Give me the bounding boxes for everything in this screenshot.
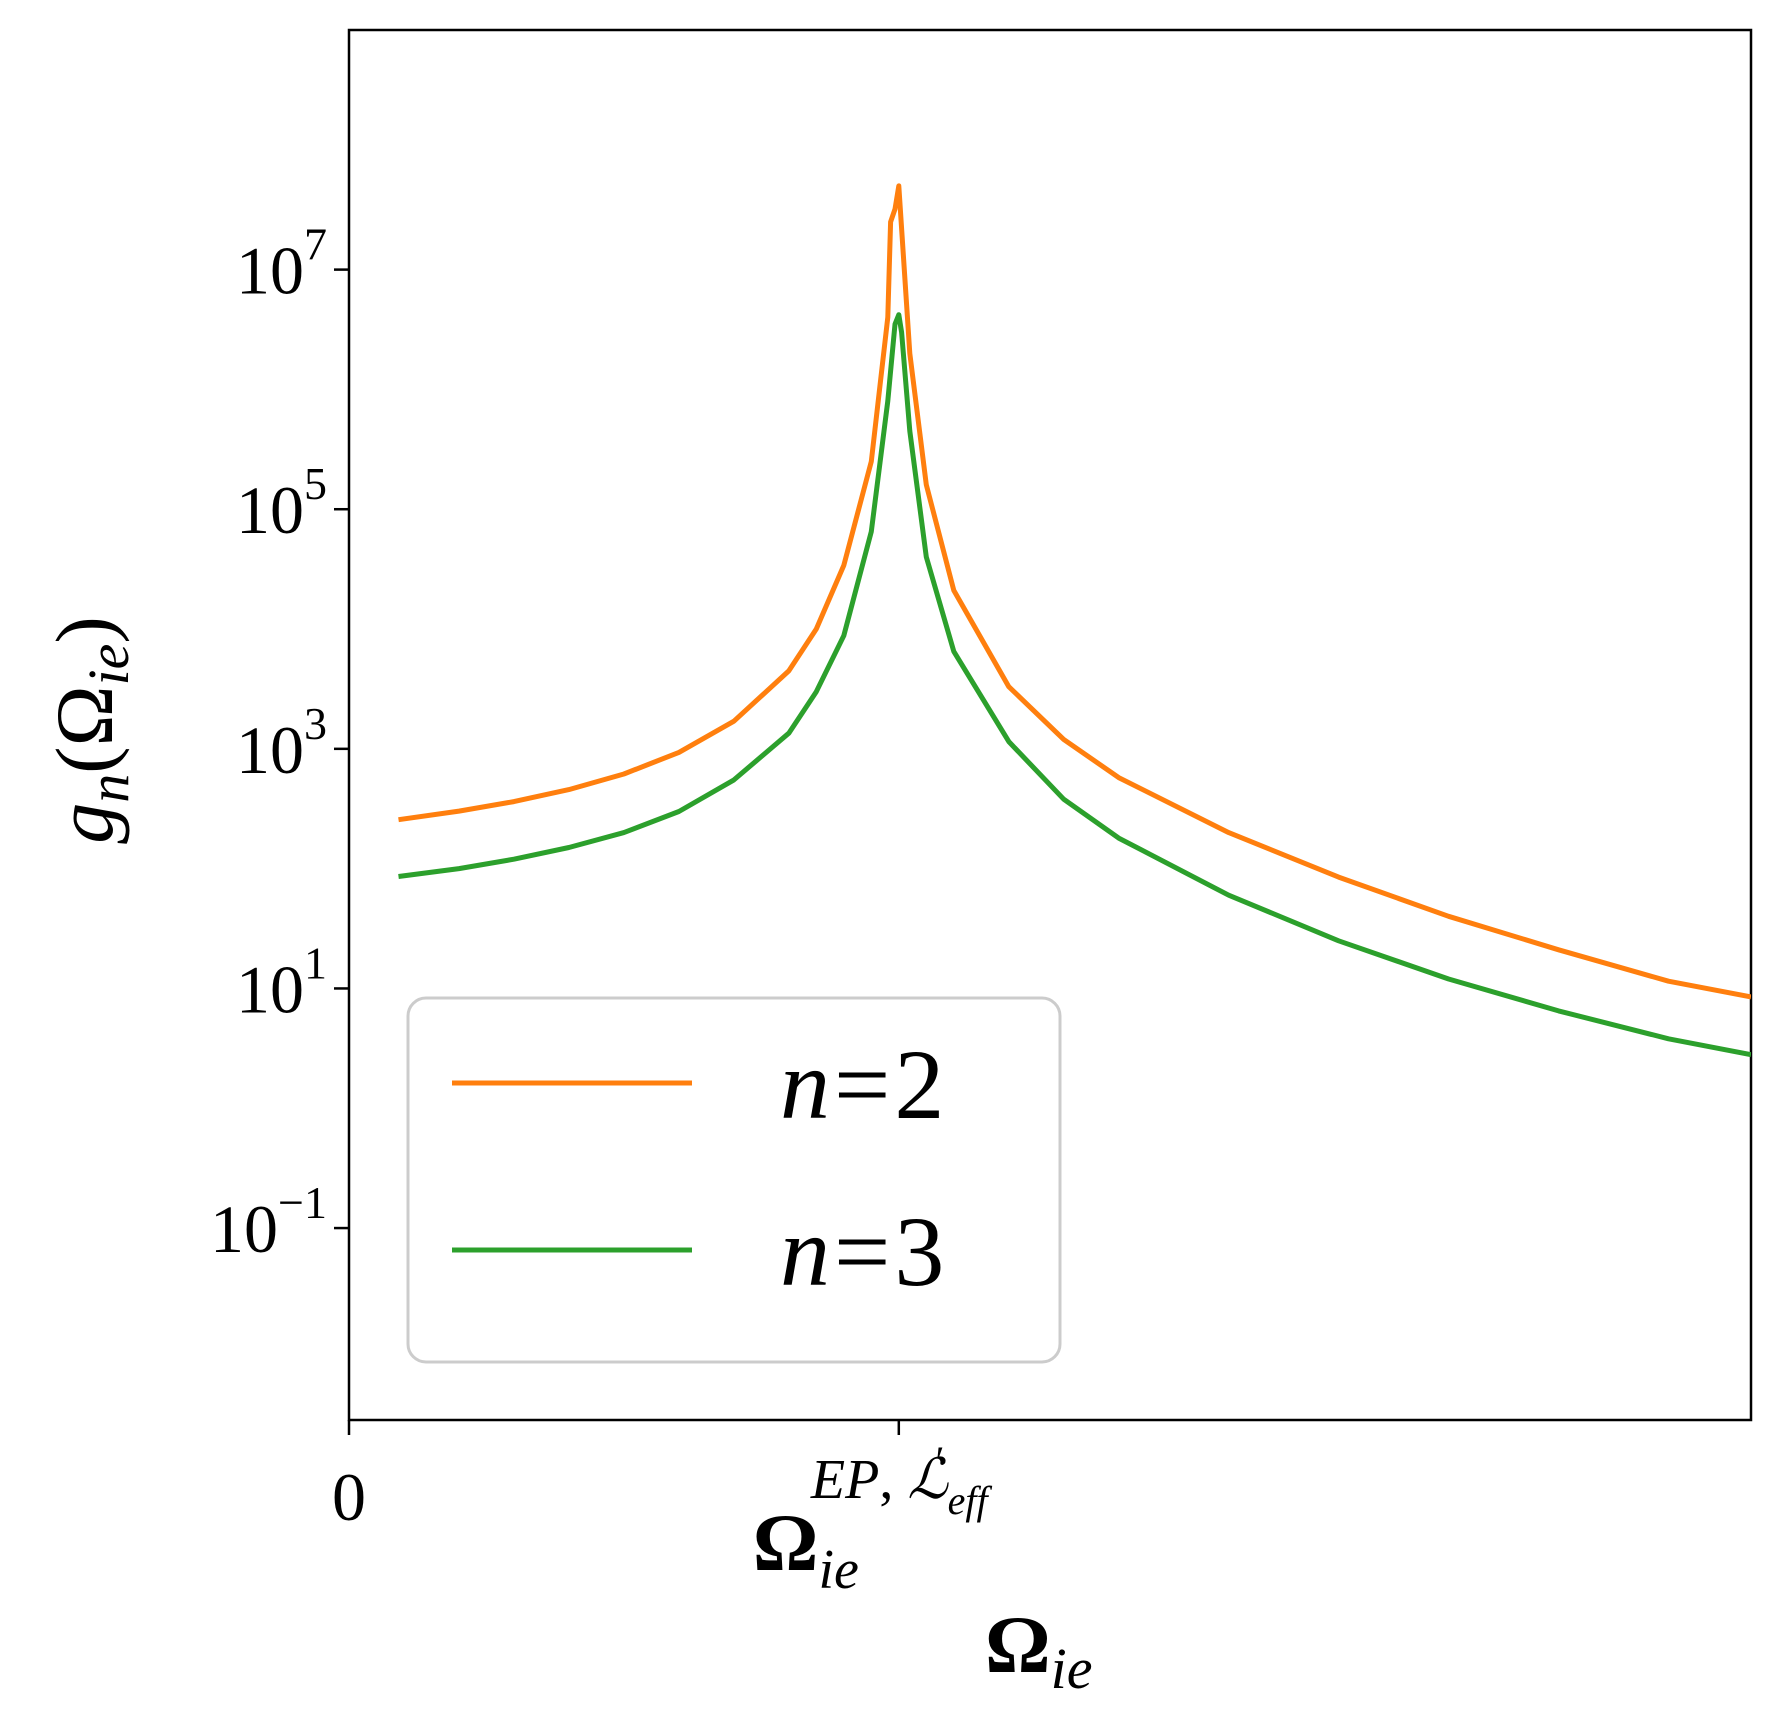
y-tick-label: 107 — [236, 219, 327, 309]
y-axis-ticks: 10−1 101 103 105 107 — [210, 219, 349, 1267]
legend-box — [406, 996, 1062, 1364]
x-tick-label: 0 — [332, 1459, 366, 1535]
x-tick-label: ΩieEP, ℒeff′ — [753, 1438, 993, 1601]
y-tick-label: 103 — [236, 698, 327, 788]
series-line-n-3 — [398, 312, 1751, 1058]
y-tick-label: 105 — [236, 458, 327, 548]
y-axis-label: gn(Ωie) — [39, 616, 141, 843]
x-axis-label: Ωie — [985, 1599, 1093, 1701]
legend-label-n2: n=2 — [780, 1029, 944, 1140]
legend: n=2 n=3 — [406, 996, 1062, 1364]
series-layer — [398, 183, 1751, 1058]
legend-label-n3: n=3 — [780, 1196, 944, 1307]
y-tick-label: 101 — [236, 937, 327, 1027]
plot-frame — [347, 28, 1753, 1422]
series-line-n-2 — [398, 183, 1751, 1000]
y-tick-label: 10−1 — [210, 1177, 327, 1267]
x-axis-ticks: 0 ΩieEP, ℒeff′ — [332, 1420, 993, 1601]
